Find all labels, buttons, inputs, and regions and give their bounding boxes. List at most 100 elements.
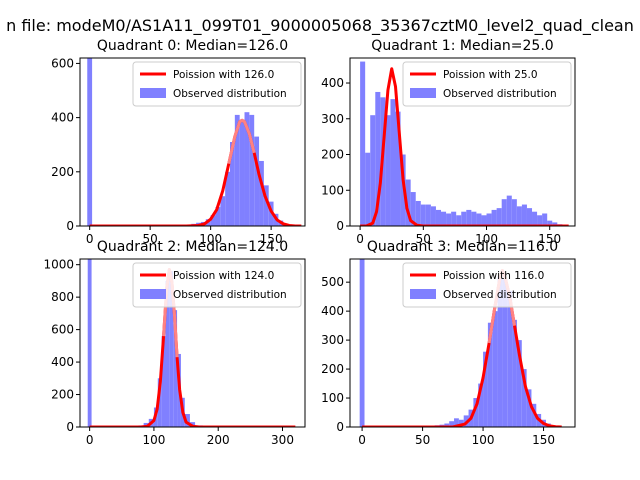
y-tick-label: 0 [336,219,344,233]
legend-box [402,262,572,308]
subplot-title: Quadrant 3: Median=116.0 [367,239,558,255]
histogram-bar [430,206,436,226]
axes-frame [349,258,576,428]
legend-line-label: Poission with 116.0 [443,270,544,282]
histogram-bar [268,201,274,226]
x-tick-label: 300 [271,433,294,447]
histogram-bar [521,204,527,226]
subplot-quadrant-0: Quadrant 0: Median=126.0 0 50 100 150 0 200 400… [51,38,306,246]
histogram-bar [220,196,226,226]
y-tick-label: 0 [66,420,74,434]
y-tick-label: 600 [51,56,74,70]
legend: Poission with 124.0 Observed distribution [132,262,302,308]
x-tick-label: 200 [207,433,230,447]
histogram-bar [476,213,482,226]
y-tick-label: 100 [321,391,344,405]
x-tick-label: 50 [415,433,430,447]
histogram-bar [491,209,497,226]
histogram-bar [360,61,366,226]
y-tick-label: 200 [51,165,74,179]
histogram-bar [263,185,269,226]
y-tick-label: 800 [51,290,74,304]
histogram-bar [471,211,477,226]
subplot-title: Quadrant 2: Median=124.0 [97,239,288,255]
y-tick-label: 400 [321,304,344,318]
histogram-bar [516,206,522,226]
histogram-bar [487,322,493,427]
legend-bar-label: Observed distribution [443,88,557,100]
x-tick-label: 50 [416,232,431,246]
x-tick-label: 0 [86,433,94,447]
y-tick-label: 200 [321,148,344,162]
y-tick-label: 200 [51,388,74,402]
y-tick-label: 400 [51,111,74,125]
plot-area [87,58,302,226]
histogram-bar [466,209,472,226]
legend-bar-swatch [140,88,166,98]
y-tick-label: 400 [321,76,344,90]
histogram-bar [552,222,558,226]
x-tick-label: 150 [538,232,561,246]
axes-frame [79,258,306,428]
histogram-bar [451,211,457,226]
histogram-bar [507,290,513,427]
x-tick-label: 0 [356,232,364,246]
legend-box [132,262,302,308]
x-tick-label: 150 [532,433,555,447]
histogram-bar [390,99,396,226]
histogram-bar [496,208,502,226]
subplot-quadrant-3: Quadrant 3: Median=116.0 0 50 100 150 0 100 200… [321,239,576,447]
legend-bar-label: Observed distribution [173,289,287,301]
legend: Poission with 116.0 Observed distribution [402,262,572,308]
legend-line-label: Poission with 25.0 [443,69,538,81]
x-tick-label: 100 [475,232,498,246]
histogram-bar [516,340,522,427]
histogram-bar [234,114,240,226]
axes-frame [79,57,306,227]
x-tick-label: 0 [358,433,366,447]
y-tick-label: 500 [321,275,344,289]
axes-frame [349,57,576,227]
legend-bar-swatch [410,289,436,299]
histogram-bar [259,160,264,226]
y-tick-label: 300 [321,112,344,126]
y-tick-label: 0 [66,219,74,233]
y-tick-label: 600 [51,323,74,337]
histogram-bar [537,215,543,226]
histogram-bar [481,215,487,226]
legend-box [402,61,572,107]
legend-bar-swatch [140,289,166,299]
histogram-bar [161,336,166,427]
y-tick-label: 100 [321,183,344,197]
histogram-bar [365,152,371,226]
histogram-bar [165,280,170,427]
histogram-bar [87,259,92,427]
histogram-bar [87,58,93,226]
poisson-curve-peak [227,118,256,165]
subplot-title: Quadrant 1: Median=25.0 [371,38,553,54]
histogram-bar [405,179,411,226]
histogram-bar [446,213,452,226]
subplot-quadrant-1: Quadrant 1: Median=25.0 0 50 100 150 0 100 200 3… [321,38,576,246]
histogram-bar [184,414,190,427]
subplot-title: Quadrant 0: Median=126.0 [97,38,288,54]
legend-box [132,61,302,107]
histogram-bar [492,311,498,427]
poisson-curve [89,118,302,226]
x-tick-label: 100 [199,232,222,246]
legend-line-label: Poission with 124.0 [173,270,274,282]
histogram-bar [456,215,462,226]
histogram-bar [454,418,459,427]
histogram-bar [449,421,455,427]
y-tick-label: 0 [336,420,344,434]
histogram-bar [486,213,492,226]
histogram-bar [425,204,431,226]
histogram-bar [511,199,517,226]
y-tick-label: 300 [321,333,344,347]
figure-suptitle: n file: modeM0/AS1A11_099T01_9000005068_… [6,16,634,36]
x-tick-label: 50 [143,232,158,246]
histogram-bar [506,195,512,226]
histogram-bar [254,136,260,226]
histogram-bar [395,111,401,226]
